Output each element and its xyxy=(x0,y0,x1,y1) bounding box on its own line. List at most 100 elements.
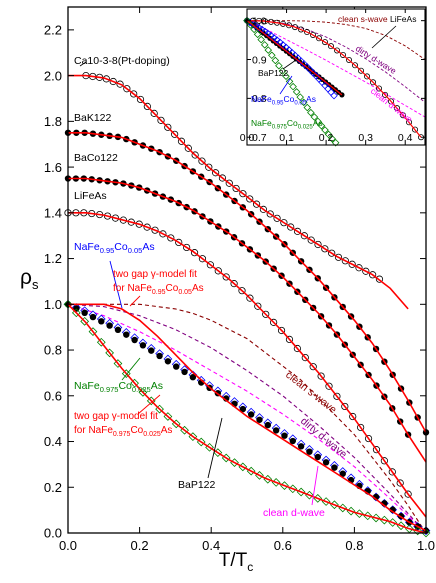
main-bap122-point-12 xyxy=(164,358,172,365)
inset-nafe0-975co0-025as-point-16 xyxy=(299,98,308,107)
inset-nafe0-975co0-025as-point-19 xyxy=(310,113,319,121)
main-fit-curve-1 xyxy=(68,132,427,433)
main-fits xyxy=(67,74,427,534)
main-ca10-3-8-pt-doping-point-18 xyxy=(205,163,213,171)
inset-y-tick-label-1: 0.8 xyxy=(252,93,267,105)
main-lifeas-point-14 xyxy=(175,238,183,246)
main-nafe0-975co0-025as-point-5 xyxy=(105,348,114,358)
inset-lifeas-point-20 xyxy=(364,73,371,80)
inset-lifeas-point-19 xyxy=(358,67,365,74)
inset-nafe0-975co0-025as-point-23 xyxy=(324,130,333,139)
main-bap122-point-31 xyxy=(322,459,330,466)
main-bap122-point-32 xyxy=(331,464,338,471)
main-y-tick-label-8: 1.6 xyxy=(44,160,62,175)
inset-pointer-lifeas xyxy=(371,25,397,49)
inset-lifeas-point-24 xyxy=(388,98,395,105)
inset-lifeas-point-25 xyxy=(394,105,401,112)
main-ca10-3-8-pt-doping-point-15 xyxy=(184,144,192,152)
inset-background xyxy=(247,9,425,145)
main-bap122-point-27 xyxy=(289,437,296,445)
inset-clean-d-wave-curve xyxy=(246,20,426,118)
label-ca10-3-8: Ca10-3-8(Pt-doping) xyxy=(74,55,170,67)
main-ca10-3-8-pt-doping-point-11 xyxy=(157,116,165,124)
main-ca10-3-8-pt-doping-point-41 xyxy=(362,267,370,275)
main-lifeas-point-31 xyxy=(309,363,317,371)
main-lifeas-point-29 xyxy=(293,344,301,353)
main-y-tick-label-7: 1.4 xyxy=(44,206,62,221)
main-ca10-3-8-pt-doping-point-4 xyxy=(109,77,117,86)
inset-fit-curve-0 xyxy=(246,20,422,138)
main-ca10-3-8-pt-doping-point-31 xyxy=(293,227,302,235)
inset-x-tick-label-3: 0.3 xyxy=(358,132,373,144)
main-lifeas-point-39 xyxy=(372,446,381,454)
main-y-tick-label-0: 0.0 xyxy=(44,526,62,541)
label-fit-0975-line1: two gap γ-model fit xyxy=(74,411,158,422)
main-bap122-point-22 xyxy=(247,411,255,418)
inset-label-bap122: BaP122 xyxy=(258,68,289,78)
inset-label-lifeas: LiFeAs xyxy=(390,14,416,24)
main-ca10-3-8-pt-doping-point-24 xyxy=(246,195,254,203)
main-bap122-point-28 xyxy=(297,443,305,450)
main-ca10-3-8-pt-doping-point-32 xyxy=(300,232,308,240)
main-ca10-3-8-pt-doping-point-30 xyxy=(287,223,295,231)
main-ca10-3-8-pt-doping-point-14 xyxy=(177,137,186,145)
main-ca10-3-8-pt-doping-point-39 xyxy=(348,260,356,268)
y-axis-label: ρs xyxy=(20,266,39,292)
main-lifeas-point-12 xyxy=(159,230,167,238)
main-bap122-point-33 xyxy=(339,470,346,477)
inset-nafe0-975co0-025as-point-4 xyxy=(257,35,265,44)
inset-nafe0-975co0-025as-point-6 xyxy=(264,46,273,54)
main-ca10-3-8-pt-doping-point-43 xyxy=(375,275,384,283)
label-nafe0975co0025as: NaFe0.975Co0.025As xyxy=(74,380,163,394)
main-lifeas-point-37 xyxy=(357,423,365,432)
main-bap122-point-26 xyxy=(281,432,288,439)
inset-label-clean-s-wave: clean s-wave xyxy=(338,14,388,24)
main-lifeas-point-20 xyxy=(222,273,230,281)
main-x-tick-label-4: 0.8 xyxy=(345,538,363,553)
main-ca10-3-8-pt-doping-point-37 xyxy=(334,253,343,261)
label-baco122: BaCo122 xyxy=(74,152,118,164)
main-ca10-3-8-pt-doping-point-28 xyxy=(273,214,281,222)
inset-fits xyxy=(246,20,422,138)
main-ca10-3-8-pt-doping-point-36 xyxy=(328,249,336,257)
main-lifeas-point-34 xyxy=(333,392,341,400)
label-fit-095-line1: two gap γ-model fit xyxy=(113,269,197,280)
main-nafe0-975co0-025as-point-1 xyxy=(71,308,81,318)
main-plot-frame xyxy=(67,6,427,534)
inset-lifeas-point-11 xyxy=(310,31,317,38)
main-bap122-point-8 xyxy=(131,336,138,344)
inset-nafe0-975co0-025as-point-3 xyxy=(253,30,262,39)
main-y-tick-label-2: 0.4 xyxy=(44,434,62,449)
main-ca10-3-8-pt-doping-point-38 xyxy=(341,257,349,265)
main-y-tick-label-9: 1.8 xyxy=(44,114,62,129)
main-lifeas-point-36 xyxy=(349,412,357,421)
main-y-tick-label-6: 1.2 xyxy=(44,251,62,266)
main-ca10-3-8-pt-doping-point-42 xyxy=(369,271,377,279)
main-lifeas-point-23 xyxy=(246,294,254,302)
inset-nafe0-975co0-025as-point-18 xyxy=(307,108,315,117)
annotation-pointer xyxy=(79,61,87,67)
main-lifeas-point-11 xyxy=(151,226,159,234)
main-bap122-point-24 xyxy=(264,421,272,429)
main-bap122-point-14 xyxy=(181,368,188,376)
inset-nafe0-975co0-025as-point-11 xyxy=(282,72,290,80)
main-bap122-point-7 xyxy=(123,331,130,338)
main-clean-d-wave-curve xyxy=(67,303,427,534)
inset-lifeas-point-17 xyxy=(346,56,353,63)
main-bap122-markers xyxy=(64,301,430,534)
main-x-tick-label-5: 1.0 xyxy=(417,538,435,553)
main-bap122-point-5 xyxy=(106,322,113,329)
inset-nafe0-975co0-025as-point-25 xyxy=(331,138,340,147)
main-clean-s-wave-curve xyxy=(68,303,427,534)
main-nafe0-975co0-025as-point-4 xyxy=(96,337,106,347)
main-nafe0-975co0-025as-point-6 xyxy=(113,359,123,368)
inset-nafe0-975co0-025as-point-20 xyxy=(314,117,322,126)
main-x-tick-label-2: 0.4 xyxy=(202,538,220,553)
main-nafe0-975co0-025as-point-9 xyxy=(138,387,148,397)
main-axis-ticks: 0.0 0.2 0.4 0.6 0.8 1.0 0.0 0.2 0.4 0.6 0.8 1.0 1.2 1… xyxy=(44,7,435,553)
inset-nafe0-975co0-025as-point-9 xyxy=(275,61,283,70)
inset-nafe0-975co0-025as-point-14 xyxy=(292,88,301,96)
main-bap122-point-23 xyxy=(256,416,263,423)
inset-lifeas-point-26 xyxy=(400,112,407,119)
